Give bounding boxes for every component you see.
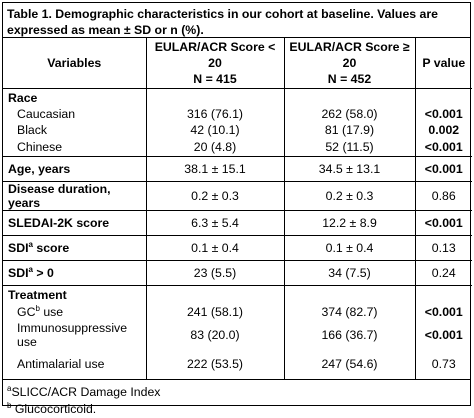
header-group2-n: N = 452 [327,72,372,86]
table-row: SDIa score 0.1 ± 0.4 0.1 ± 0.4 0.13 [3,235,472,261]
race-section-label: Race [3,88,147,106]
cell-pvalue: 0.002 [428,123,460,137]
row-label: Antimalarial use [3,349,147,379]
cell-group1: 241 (58.1) [146,303,285,321]
treatment-section-row: Treatment [3,285,472,303]
cell-group2: 34 (7.5) [284,260,416,286]
row-label: Disease duration, years [3,181,147,211]
demographics-table: Variables EULAR/ACR Score < 20 N = 415 E… [3,38,472,379]
cell-group2: 12.2 ± 8.9 [284,210,416,236]
table-row: Age, years 38.1 ± 15.1 34.5 ± 13.1 <0.00… [3,156,472,182]
header-group1-label: EULAR/ACR Score < 20 [154,40,276,70]
race-section-row: Race [3,88,472,106]
cell-pvalue: <0.001 [424,328,463,342]
cell-pvalue: 0.73 [431,357,456,371]
table-title: Table 1. Demographic characteristics in … [3,3,470,38]
table-row: SLEDAI-2K score 6.3 ± 5.4 12.2 ± 8.9 <0.… [3,210,472,236]
header-group2: EULAR/ACR Score ≥ 20 N = 452 [284,38,416,89]
cell-group1: 83 (20.0) [146,321,285,349]
cell-group2: 166 (36.7) [284,321,416,349]
cell-pvalue: <0.001 [424,107,463,121]
row-label: Chinese [3,138,147,157]
header-group1: EULAR/ACR Score < 20 N = 415 [146,38,285,89]
row-label-text: SDI [8,241,29,255]
cell-group2: 262 (58.0) [284,106,416,122]
cell-pvalue: 0.13 [415,235,472,261]
cell-pvalue: <0.001 [424,140,463,154]
row-label: Immunosuppressive use [3,321,147,349]
row-label: Black [3,122,147,138]
table-row: Disease duration, years 0.2 ± 0.3 0.2 ± … [3,181,472,211]
superscript: a [7,383,12,393]
cell-group2: 0.2 ± 0.3 [284,181,416,211]
cell-group1: 222 (53.5) [146,349,285,379]
cell-group2: 34.5 ± 13.1 [284,156,416,182]
row-label-suffix: use [39,305,64,319]
superscript: b [35,303,40,313]
row-label-text: GC [17,305,36,319]
cell-group1: 20 (4.8) [146,138,285,157]
row-label: SDIa score [3,235,147,261]
cell-group2: 374 (82.7) [284,303,416,321]
row-label: Caucasian [3,106,147,122]
header-group1-n: N = 415 [193,72,237,86]
table-row: Black 42 (10.1) 81 (17.9) 0.002 [3,122,472,138]
row-label-suffix: score [32,241,70,255]
cell-group2: 81 (17.9) [284,122,416,138]
footnote-text: SLICC/ACR Damage Index [11,385,161,399]
footnote-a: aSLICC/ACR Damage Index [7,384,470,401]
row-label: SLEDAI-2K score [3,210,147,236]
footnote-b: b Glucocorticoid. [7,401,470,418]
header-row: Variables EULAR/ACR Score < 20 N = 415 E… [3,38,472,89]
cell-group1: 316 (76.1) [146,106,285,122]
cell-pvalue: <0.001 [415,210,472,236]
cell-group1: 6.3 ± 5.4 [146,210,285,236]
cell-group1: 0.1 ± 0.4 [146,235,285,261]
header-pvalue: P value [422,56,466,70]
cell-pvalue: 0.24 [415,260,472,286]
cell-group2: 52 (11.5) [284,138,416,157]
row-label: GCb use [3,303,147,321]
row-label: Age, years [3,156,147,182]
row-label: SDIa > 0 [3,260,147,286]
header-variables: Variables [3,38,147,89]
cell-pvalue: <0.001 [415,156,472,182]
footnotes: aSLICC/ACR Damage Index b Glucocorticoid… [3,379,470,418]
row-label-text: SDI [8,266,29,280]
superscript: b [7,400,12,410]
row-label-suffix: > 0 [32,266,54,280]
header-group2-label: EULAR/ACR Score ≥ 20 [289,40,410,70]
cell-group2: 0.1 ± 0.4 [284,235,416,261]
footnote-text: Glucocorticoid. [11,402,97,416]
table-row: Antimalarial use 222 (53.5) 247 (54.6) 0… [3,349,472,379]
treatment-section-label: Treatment [3,285,147,303]
cell-group1: 23 (5.5) [146,260,285,286]
table-row: GCb use 241 (58.1) 374 (82.7) <0.001 [3,303,472,321]
cell-group1: 38.1 ± 15.1 [146,156,285,182]
cell-group2: 247 (54.6) [284,349,416,379]
cell-group1: 0.2 ± 0.3 [146,181,285,211]
superscript: a [28,239,33,249]
table-row: Chinese 20 (4.8) 52 (11.5) <0.001 [3,138,472,157]
cell-group1: 42 (10.1) [146,122,285,138]
cell-pvalue: <0.001 [424,305,463,319]
table-row: Immunosuppressive use 83 (20.0) 166 (36.… [3,321,472,349]
table-row: Caucasian 316 (76.1) 262 (58.0) <0.001 [3,106,472,122]
superscript: a [28,264,33,274]
cell-pvalue: 0.86 [415,181,472,211]
table-row: SDIa > 0 23 (5.5) 34 (7.5) 0.24 [3,260,472,286]
